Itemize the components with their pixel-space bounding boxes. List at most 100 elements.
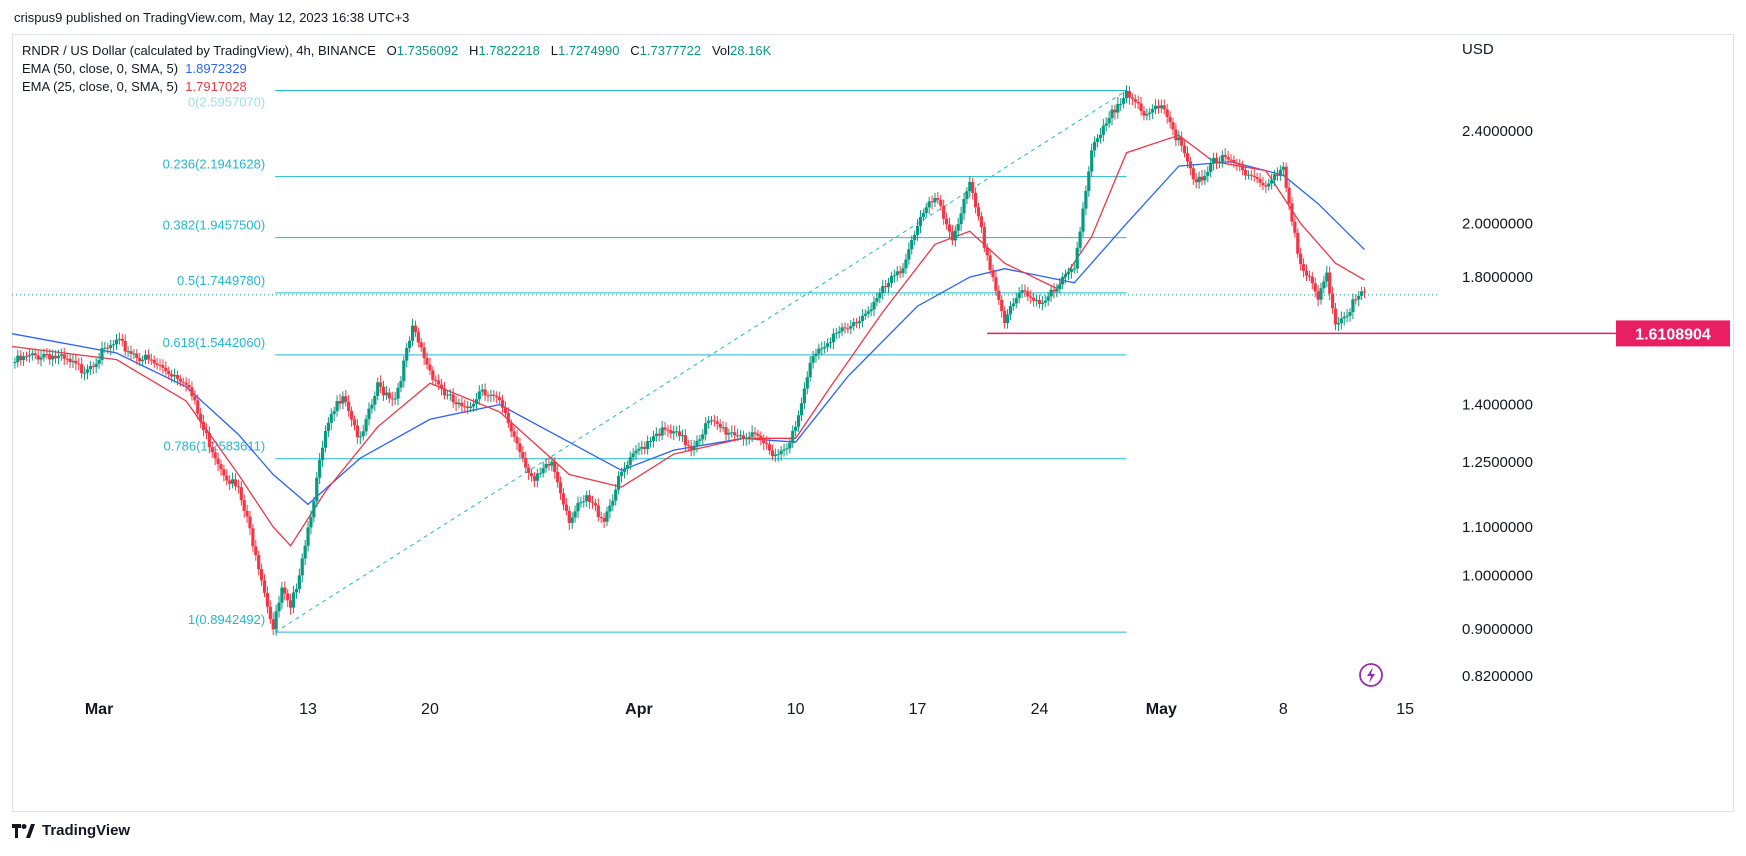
candle-body[interactable] <box>312 501 316 518</box>
candle-body[interactable] <box>976 207 981 217</box>
candle-body[interactable] <box>733 432 737 436</box>
candle-body[interactable] <box>48 354 52 360</box>
candle-body[interactable] <box>927 201 931 208</box>
candle-body[interactable] <box>477 391 481 400</box>
candle-body[interactable] <box>135 353 139 359</box>
candle-body[interactable] <box>585 495 589 502</box>
candle-body[interactable] <box>741 435 746 439</box>
candle-body[interactable] <box>245 510 249 517</box>
candle-body[interactable] <box>1037 299 1042 304</box>
candle-body[interactable] <box>175 374 180 379</box>
candle-body[interactable] <box>419 342 423 348</box>
candle-body[interactable] <box>1148 112 1152 114</box>
candle-body[interactable] <box>236 486 240 488</box>
candle-body[interactable] <box>225 475 229 481</box>
candle-body[interactable] <box>1130 97 1134 100</box>
candle-body[interactable] <box>814 353 818 357</box>
candle-body[interactable] <box>831 333 835 343</box>
candle-body[interactable] <box>402 360 406 382</box>
candle-body[interactable] <box>550 461 554 466</box>
candle-body[interactable] <box>297 575 301 590</box>
candle-body[interactable] <box>1078 231 1082 248</box>
candle-body[interactable] <box>265 592 270 607</box>
candle-body[interactable] <box>303 545 307 559</box>
candle-body[interactable] <box>399 381 403 388</box>
candle-body[interactable] <box>1174 129 1178 141</box>
candle-body[interactable] <box>1104 123 1108 126</box>
candle-body[interactable] <box>1000 299 1004 312</box>
candle-body[interactable] <box>396 387 400 399</box>
candle-body[interactable] <box>80 364 84 374</box>
candle-body[interactable] <box>390 398 394 400</box>
candle-body[interactable] <box>1316 291 1320 300</box>
candle-body[interactable] <box>1142 110 1146 116</box>
candle-body[interactable] <box>381 386 386 396</box>
candle-body[interactable] <box>306 527 310 546</box>
candle-body[interactable] <box>881 286 885 294</box>
candle-body[interactable] <box>158 365 162 367</box>
candle-body[interactable] <box>1197 176 1201 183</box>
candle-body[interactable] <box>320 447 325 460</box>
candle-body[interactable] <box>907 249 911 260</box>
candle-body[interactable] <box>730 432 734 434</box>
candle-body[interactable] <box>1229 159 1233 161</box>
candle-body[interactable] <box>56 355 61 359</box>
candle-body[interactable] <box>759 435 763 441</box>
candle-body[interactable] <box>866 311 870 314</box>
candle-body[interactable] <box>111 344 116 346</box>
candle-body[interactable] <box>617 475 621 490</box>
candle-body[interactable] <box>373 396 377 405</box>
candle-body[interactable] <box>834 333 838 335</box>
candle-body[interactable] <box>309 517 313 528</box>
candle-body[interactable] <box>863 313 867 316</box>
candle-body[interactable] <box>439 384 444 389</box>
candle-body[interactable] <box>962 199 966 214</box>
candle-body[interactable] <box>825 343 830 347</box>
candle-body[interactable] <box>570 517 574 523</box>
candle-body[interactable] <box>799 403 804 416</box>
candle-body[interactable] <box>515 436 519 444</box>
candle-body[interactable] <box>541 468 545 474</box>
candle-body[interactable] <box>289 600 293 608</box>
candle-body[interactable] <box>294 589 299 593</box>
candle-body[interactable] <box>593 503 597 506</box>
candle-body[interactable] <box>338 401 342 404</box>
candle-body[interactable] <box>750 432 754 437</box>
candle-body[interactable] <box>994 277 998 291</box>
candle-body[interactable] <box>228 480 232 484</box>
candle-body[interactable] <box>913 234 917 240</box>
candle-body[interactable] <box>979 216 984 228</box>
candle-body[interactable] <box>248 516 252 529</box>
candle-body[interactable] <box>492 394 496 396</box>
candle-body[interactable] <box>727 432 731 435</box>
candle-body[interactable] <box>779 450 783 455</box>
candle-body[interactable] <box>1342 316 1346 319</box>
candle-body[interactable] <box>820 348 824 350</box>
candle-body[interactable] <box>405 347 409 361</box>
candle-body[interactable] <box>1032 297 1036 301</box>
candle-body[interactable] <box>1246 174 1251 176</box>
candle-body[interactable] <box>654 433 658 437</box>
candle-body[interactable] <box>628 457 632 466</box>
candle-body[interactable] <box>260 569 264 581</box>
candle-body[interactable] <box>602 517 606 522</box>
candle-body[interactable] <box>892 275 896 277</box>
candle-body[interactable] <box>579 502 583 504</box>
candle-body[interactable] <box>646 441 650 450</box>
candle-body[interactable] <box>239 487 243 501</box>
candle-body[interactable] <box>178 378 182 382</box>
candle-body[interactable] <box>878 293 882 299</box>
candle-body[interactable] <box>776 454 780 456</box>
candle-body[interactable] <box>1052 289 1056 292</box>
candle-body[interactable] <box>1159 105 1163 109</box>
candle-body[interactable] <box>422 347 426 358</box>
candle-body[interactable] <box>74 360 78 364</box>
tradingview-logo[interactable]: TradingView <box>12 822 130 839</box>
candle-body[interactable] <box>698 439 702 441</box>
candle-body[interactable] <box>1093 141 1097 151</box>
candle-body[interactable] <box>971 181 975 193</box>
candle-body[interactable] <box>291 592 296 608</box>
candle-body[interactable] <box>1156 105 1161 109</box>
candle-body[interactable] <box>51 355 55 360</box>
